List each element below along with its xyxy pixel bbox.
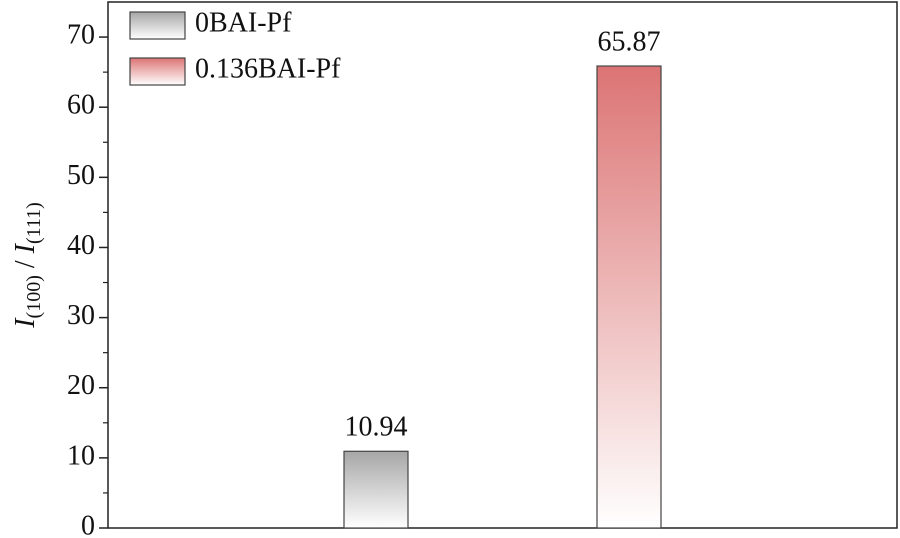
- y-label-part: I: [10, 242, 41, 254]
- y-tick-label: 60: [67, 90, 95, 121]
- y-axis-label: I(100) / I(111): [10, 202, 44, 329]
- y-tick-label: 50: [67, 160, 95, 191]
- y-label-part: /: [10, 253, 41, 275]
- y-tick-label: 30: [67, 300, 95, 331]
- y-tick-label: 40: [67, 230, 95, 261]
- bar: [343, 450, 409, 529]
- data-label: 10.94: [345, 412, 408, 443]
- y-tick-label: 20: [67, 370, 95, 401]
- y-label-part: (100): [23, 275, 45, 318]
- y-tick-label: 10: [67, 440, 95, 471]
- y-label-part: I: [10, 317, 41, 329]
- legend-swatch: [129, 11, 186, 40]
- bar: [596, 65, 662, 529]
- y-tick-label: 70: [67, 19, 95, 50]
- legend-label: 0.136BAI-Pf: [195, 53, 341, 84]
- legend-label: 0BAI-Pf: [195, 7, 292, 38]
- plot-frame: [107, 1, 898, 529]
- data-label: 65.87: [598, 26, 661, 57]
- legend-swatch: [129, 57, 186, 86]
- y-label-part: (111): [23, 202, 45, 244]
- y-tick-label: 0: [81, 510, 95, 538]
